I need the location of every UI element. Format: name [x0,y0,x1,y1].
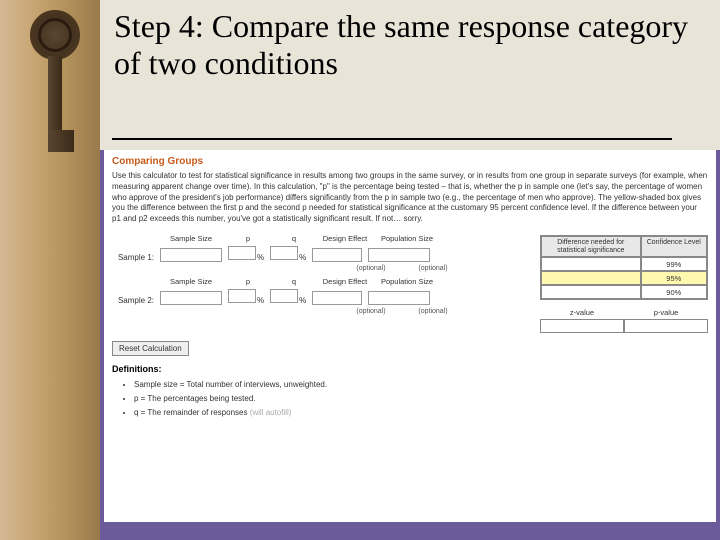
p-value-output [624,319,708,333]
conf-95-cell: 95% [641,271,707,285]
conf-99-row: 99% [541,257,707,271]
optional-hint: (optional) [402,265,464,272]
col-population-size: Population Size [376,235,438,243]
sample1-label: Sample 1: [112,253,154,262]
q1-wrap: % [270,246,306,262]
diff-needed-header: Difference needed for statistical signif… [541,236,641,257]
optional-hint: (optional) [346,265,396,272]
def-p: p = The percentages being tested. [134,394,708,403]
header-row-1: Sample Size p q Design Effect Population… [112,235,532,243]
slide-title: Step 4: Compare the same response catego… [114,8,706,82]
key-teeth [48,130,74,152]
table-header-row: Difference needed for statistical signif… [541,236,707,257]
col-p: p [228,278,268,286]
p-value-label: p-value [624,306,708,319]
optional-hint: (optional) [346,308,396,315]
diff-90-cell [541,285,641,299]
diff-99-cell [541,257,641,271]
calc-right: Difference needed for statistical signif… [540,235,708,333]
pct-sign: % [299,253,306,262]
conf-90-row: 90% [541,285,707,299]
definitions-list: Sample size = Total number of interviews… [112,380,708,417]
comparing-groups-heading: Comparing Groups [112,156,708,167]
sample2-size-input[interactable] [160,291,222,305]
col-p: p [228,235,268,243]
calc-left: Sample Size p q Design Effect Population… [112,235,532,333]
col-sample-size: Sample Size [160,278,222,286]
sample2-row: Sample 2: % % [112,289,532,305]
conf-99-cell: 99% [641,257,707,271]
title-underline [112,138,672,140]
def-q-text: q = The remainder of responses [134,408,250,417]
sample1-design-input[interactable] [312,248,362,262]
col-design-effect: Design Effect [320,235,370,243]
pct-sign: % [257,296,264,305]
q2-wrap: % [270,289,306,305]
intro-text: Use this calculator to test for statisti… [112,171,708,225]
p2-wrap: % [228,289,264,305]
sample2-q-input[interactable] [270,289,298,303]
key-ring-inner [38,18,72,52]
title-area: Step 4: Compare the same response catego… [100,0,720,150]
col-population-size: Population Size [376,278,438,286]
z-value-label: z-value [540,306,624,319]
zp-labels: z-value p-value [540,306,708,319]
spacer [112,265,340,272]
def-sample-size: Sample size = Total number of interviews… [134,380,708,389]
spacer [112,308,340,315]
p1-wrap: % [228,246,264,262]
definitions-heading: Definitions: [112,364,708,374]
optional-hint: (optional) [402,308,464,315]
significance-table: Difference needed for statistical signif… [540,235,708,300]
hint-row-1: (optional) (optional) [112,265,532,272]
col-sample-size: Sample Size [160,235,222,243]
col-design-effect: Design Effect [320,278,370,286]
sample1-pop-input[interactable] [368,248,430,262]
diff-95-cell [541,271,641,285]
sample1-q-input[interactable] [270,246,298,260]
zp-inputs [540,319,708,333]
key-shaft [48,56,62,136]
content-panel: Comparing Groups Use this calculator to … [104,150,716,522]
z-value-output [540,319,624,333]
decorative-key-bg [0,0,100,540]
sample1-size-input[interactable] [160,248,222,262]
conf-95-row: 95% [541,271,707,285]
sample2-design-input[interactable] [312,291,362,305]
conf-90-cell: 90% [641,285,707,299]
pct-sign: % [257,253,264,262]
confidence-level-header: Confidence Level [641,236,707,257]
reset-calculation-button[interactable]: Reset Calculation [112,341,189,356]
col-q: q [274,278,314,286]
sample2-p-input[interactable] [228,289,256,303]
calculator-layout: Sample Size p q Design Effect Population… [112,235,708,333]
pct-sign: % [299,296,306,305]
sample1-p-input[interactable] [228,246,256,260]
hint-row-2: (optional) (optional) [112,308,532,315]
sample2-pop-input[interactable] [368,291,430,305]
header-row-2: Sample Size p q Design Effect Population… [112,278,532,286]
col-q: q [274,235,314,243]
sample1-row: Sample 1: % % [112,246,532,262]
def-q: q = The remainder of responses (will aut… [134,408,708,417]
sample2-label: Sample 2: [112,296,154,305]
def-q-autofill: (will autofill) [250,408,292,417]
